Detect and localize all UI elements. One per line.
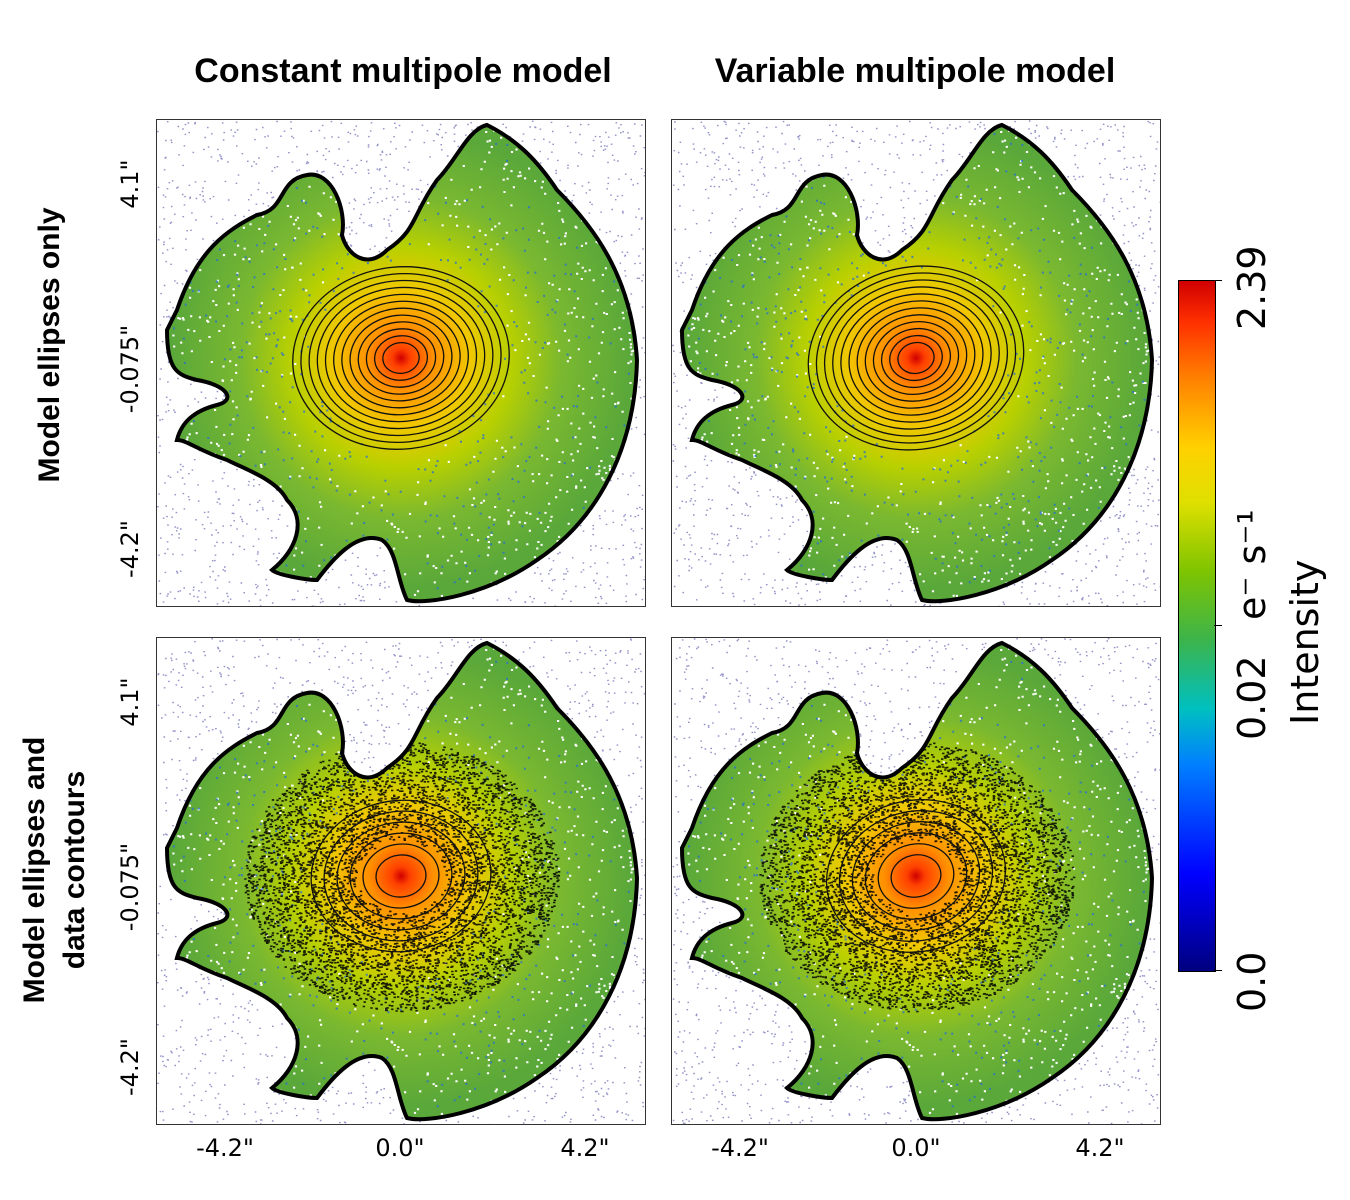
colorbar-tick: [1214, 280, 1222, 281]
y-tick-mid-2: -0.075": [116, 842, 144, 932]
y-tick-top-1: 4.1": [116, 159, 144, 209]
x-tick-left-2: -4.2": [711, 1134, 769, 1162]
colorbar: [1178, 280, 1216, 972]
x-tick-left-1: -4.2": [196, 1134, 254, 1162]
colorbar-label: Intensity: [1283, 559, 1327, 725]
y-tick-bot-2: -4.2": [116, 1038, 144, 1096]
x-tick-right-1: 4.2": [560, 1134, 610, 1162]
column-title-constant: Constant multipole model: [194, 52, 612, 90]
y-tick-bot-1: -4.2": [116, 520, 144, 578]
colorbar-tick-min: 0.0: [1230, 951, 1274, 1012]
colorbar-tick: [1214, 625, 1222, 626]
x-tick-right-2: 4.2": [1075, 1134, 1125, 1162]
panel-constant-contours: [156, 637, 646, 1125]
y-tick-top-2: 4.1": [116, 677, 144, 727]
x-tick-mid-1: 0.0": [375, 1134, 425, 1162]
row-title-ellipses-only: Model ellipses only: [33, 207, 66, 483]
y-tick-mid-1: -0.075": [116, 324, 144, 414]
panel-variable-ellipses: [671, 119, 1161, 607]
row-title-ellipses-contours: Model ellipses and data contours: [18, 736, 91, 1004]
colorbar-tick-mid: 0.02: [1230, 655, 1274, 740]
colorbar-tick-max: 2.39: [1230, 245, 1274, 330]
panel-variable-contours: [671, 637, 1161, 1125]
panel-constant-ellipses: [156, 119, 646, 607]
column-title-variable: Variable multipole model: [714, 52, 1116, 90]
colorbar-tick: [1214, 970, 1222, 971]
colorbar-unit: e⁻ s⁻¹: [1230, 509, 1274, 620]
x-tick-mid-2: 0.0": [891, 1134, 941, 1162]
